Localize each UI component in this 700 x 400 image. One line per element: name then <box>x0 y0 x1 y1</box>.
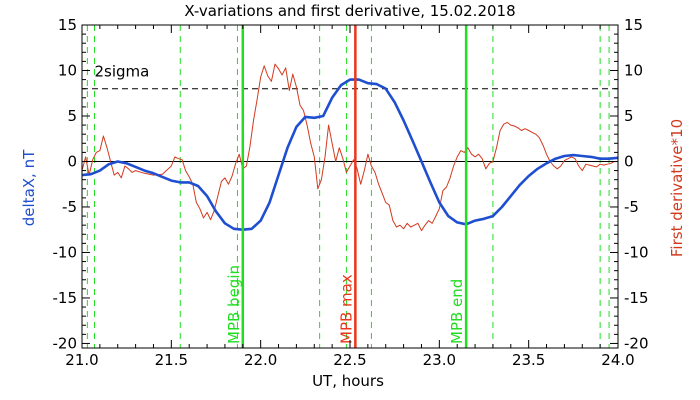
y-axis-right-label: First derivative*10 <box>668 119 686 257</box>
y-tick-label-right: -10 <box>624 243 649 261</box>
y-tick-label-left: -15 <box>53 289 78 307</box>
y-tick-label-right: -20 <box>624 334 649 352</box>
marker-label: MPB end <box>448 279 466 344</box>
y-tick-label-left: -10 <box>53 243 78 261</box>
threshold-label: 2sigma <box>95 63 150 81</box>
marker-label: MPB max <box>337 274 355 344</box>
x-tick-label: 21.0 <box>65 351 98 369</box>
chart-title: X-variations and first derivative, 15.02… <box>184 2 515 20</box>
derivative-series-line <box>81 63 618 232</box>
y-tick-label-right: -5 <box>624 198 639 216</box>
x-tick-label: 23.0 <box>423 351 456 369</box>
y-tick-label-left: -5 <box>62 198 77 216</box>
plot-area: 2sigma MPB begin MPB max MPB end <box>81 25 619 348</box>
y-tick-label-right: -15 <box>624 289 649 307</box>
y-tick-label-left: -20 <box>53 334 78 352</box>
y-tick-label-left: 10 <box>58 61 77 79</box>
marker-label: MPB begin <box>225 265 243 344</box>
y-tick-label-right: 15 <box>624 16 643 34</box>
y-tick-label-left: 15 <box>58 16 77 34</box>
y-tick-label-right: 10 <box>624 61 643 79</box>
x-tick-label: 21.5 <box>155 351 188 369</box>
deltax-series-line <box>81 78 619 231</box>
y-tick-label-right: 5 <box>624 107 634 125</box>
x-axis-label: UT, hours <box>312 372 384 390</box>
y-axis-left-label: deltaX, nT <box>20 149 38 226</box>
y-tick-label-right: 0 <box>624 152 634 170</box>
y-tick-label-left: 5 <box>67 107 77 125</box>
x-tick-label: 22.0 <box>244 351 277 369</box>
x-tick-label: 24.0 <box>601 351 634 369</box>
x-tick-label: 22.5 <box>333 351 366 369</box>
y-tick-label-left: 0 <box>67 152 77 170</box>
x-tick-label: 23.5 <box>512 351 545 369</box>
